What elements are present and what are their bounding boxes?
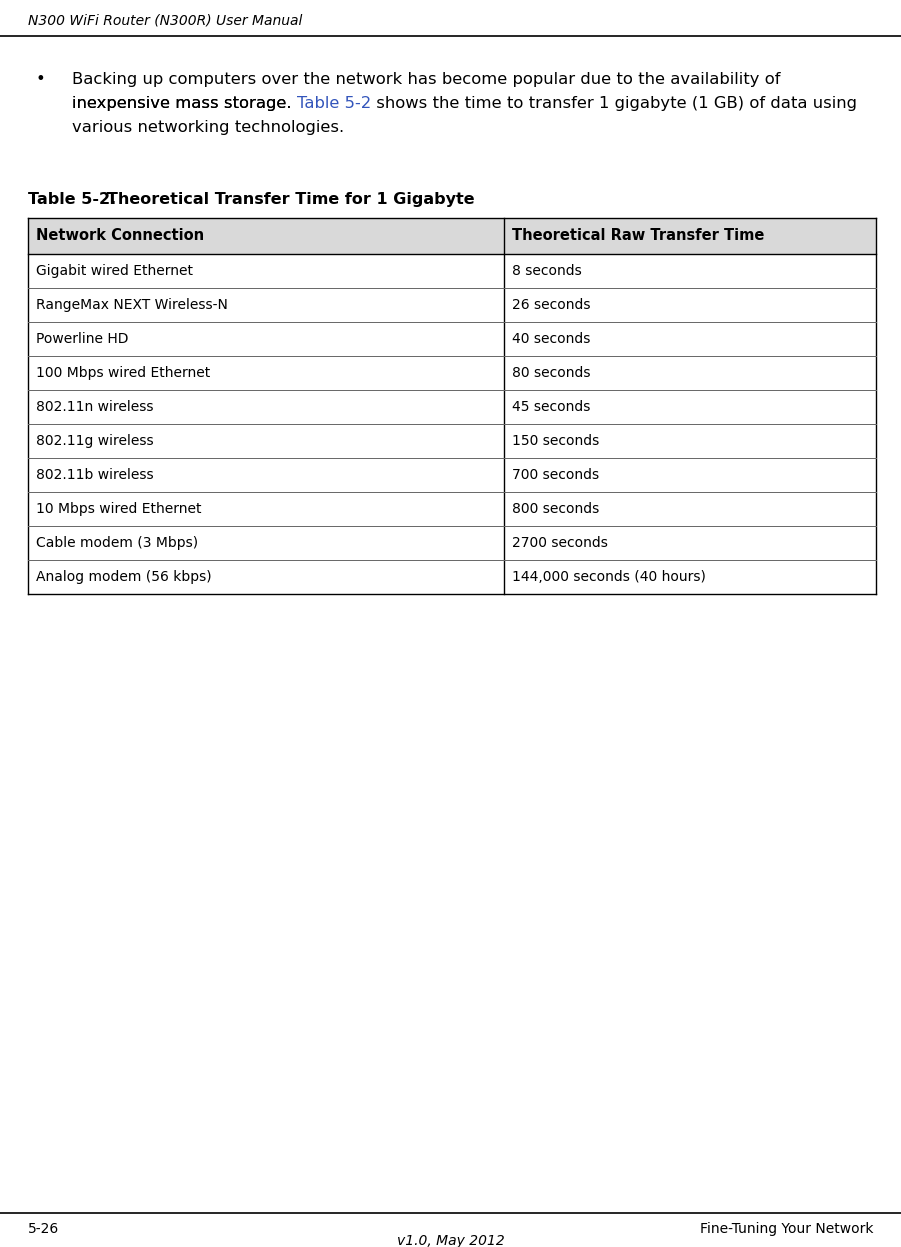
Text: 802.11g wireless: 802.11g wireless: [36, 434, 154, 448]
Text: 40 seconds: 40 seconds: [512, 332, 590, 345]
Text: inexpensive mass storage.: inexpensive mass storage.: [72, 96, 296, 111]
Text: 144,000 seconds (40 hours): 144,000 seconds (40 hours): [512, 570, 705, 584]
Text: 80 seconds: 80 seconds: [512, 367, 590, 380]
Text: Analog modem (56 kbps): Analog modem (56 kbps): [36, 570, 212, 584]
Text: 10 Mbps wired Ethernet: 10 Mbps wired Ethernet: [36, 503, 202, 516]
Text: shows the time to transfer 1 gigabyte (1 GB) of data using: shows the time to transfer 1 gigabyte (1…: [371, 96, 857, 111]
Text: 150 seconds: 150 seconds: [512, 434, 599, 448]
Text: Theoretical Raw Transfer Time: Theoretical Raw Transfer Time: [512, 228, 764, 243]
Text: N300 WiFi Router (N300R) User Manual: N300 WiFi Router (N300R) User Manual: [28, 14, 303, 27]
Text: 2700 seconds: 2700 seconds: [512, 536, 608, 550]
Text: RangeMax NEXT Wireless-N: RangeMax NEXT Wireless-N: [36, 298, 228, 312]
Text: Fine-Tuning Your Network: Fine-Tuning Your Network: [699, 1222, 873, 1236]
Text: 8 seconds: 8 seconds: [512, 264, 582, 278]
Text: Powerline HD: Powerline HD: [36, 332, 129, 345]
Text: v1.0, May 2012: v1.0, May 2012: [396, 1235, 505, 1247]
Text: 802.11b wireless: 802.11b wireless: [36, 468, 154, 483]
Text: 45 seconds: 45 seconds: [512, 400, 590, 414]
Text: 26 seconds: 26 seconds: [512, 298, 590, 312]
Text: 700 seconds: 700 seconds: [512, 468, 599, 483]
Text: Backing up computers over the network has become popular due to the availability: Backing up computers over the network ha…: [72, 72, 780, 87]
Bar: [28, 218, 876, 254]
Text: •: •: [35, 72, 45, 87]
Text: various networking technologies.: various networking technologies.: [72, 120, 344, 135]
Text: 5-26: 5-26: [28, 1222, 59, 1236]
Text: 800 seconds: 800 seconds: [512, 503, 599, 516]
Text: Gigabit wired Ethernet: Gigabit wired Ethernet: [36, 264, 193, 278]
Text: Table 5-2: Table 5-2: [296, 96, 371, 111]
Text: Theoretical Transfer Time for 1 Gigabyte: Theoretical Transfer Time for 1 Gigabyte: [90, 192, 475, 207]
Text: Cable modem (3 Mbps): Cable modem (3 Mbps): [36, 536, 198, 550]
Text: inexpensive mass storage.: inexpensive mass storage.: [72, 96, 296, 111]
Text: 802.11n wireless: 802.11n wireless: [36, 400, 153, 414]
Text: 100 Mbps wired Ethernet: 100 Mbps wired Ethernet: [36, 367, 210, 380]
Text: Table 5-2.: Table 5-2.: [28, 192, 116, 207]
Text: Network Connection: Network Connection: [36, 228, 205, 243]
